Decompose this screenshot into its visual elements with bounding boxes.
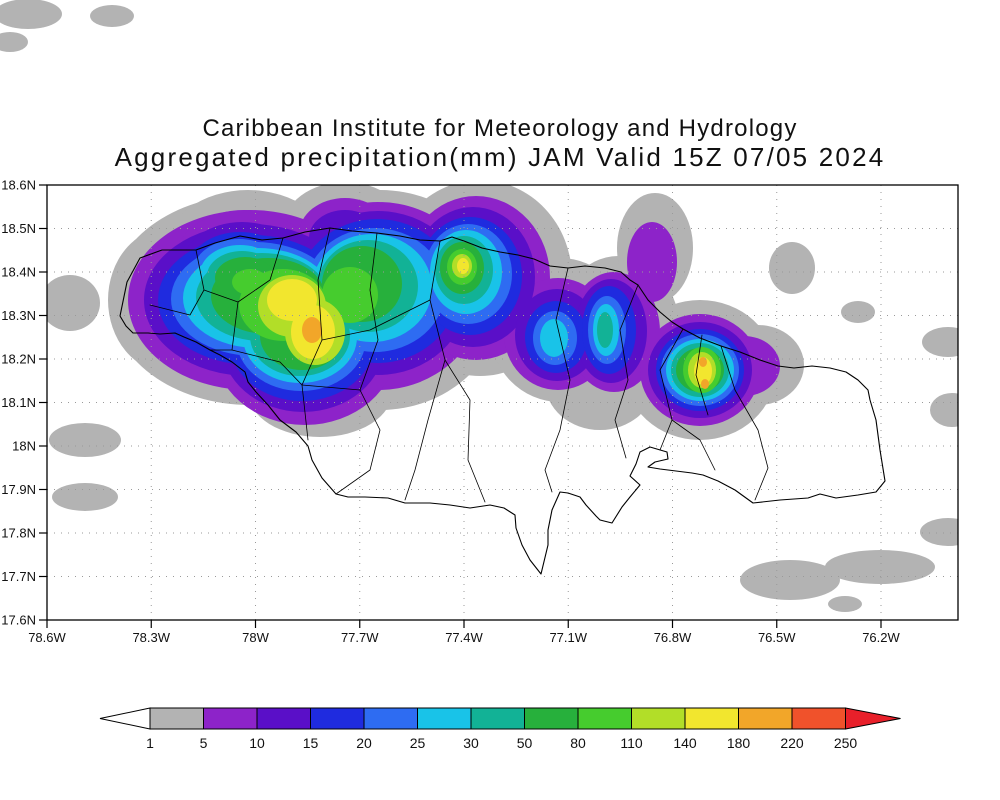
colorbar-tick-label: 20 xyxy=(356,735,372,751)
precip-level-140mm xyxy=(267,258,712,385)
lon-tick-label: 76.2W xyxy=(862,630,900,645)
precip-level-180mm xyxy=(302,317,709,389)
lon-tick-label: 78W xyxy=(242,630,269,645)
graticule-grid xyxy=(47,185,958,620)
lat-tick-label: 17.7N xyxy=(1,569,36,584)
colorbar-segment xyxy=(631,707,686,730)
colorbar-segment xyxy=(738,707,793,730)
precip-colorbar-legend: 1 5 10 15 20 25 30 50 80 110 140 180 220 250 xyxy=(99,707,901,751)
colorbar-segment xyxy=(363,707,418,730)
colorbar-tick-label: 50 xyxy=(517,735,533,751)
longitude-axis: 78.6W 78.3W 78W 77.7W 77.4W 77.1W 76.8W 76.5W 76… xyxy=(28,620,901,645)
lat-tick-label: 18.2N xyxy=(1,352,36,367)
figure-title-institution: Caribbean Institute for Meteorology and … xyxy=(202,115,797,142)
lon-tick-label: 78.6W xyxy=(28,630,66,645)
colorbar-tick-label: 80 xyxy=(570,735,586,751)
colorbar-tick-label: 15 xyxy=(303,735,319,751)
colorbar-tick-label: 180 xyxy=(727,735,751,751)
latitude-axis: 18.6N 18.5N 18.4N 18.3N 18.2N 18.1N 18N 17.9N 17… xyxy=(1,178,47,628)
lat-tick-label: 18.6N xyxy=(1,178,36,193)
colorbar-segment xyxy=(577,707,632,730)
colorbar-segment xyxy=(310,707,365,730)
colorbar-tick-label: 10 xyxy=(249,735,265,751)
lat-tick-label: 18N xyxy=(12,439,36,454)
lat-tick-label: 18.1N xyxy=(1,395,36,410)
colorbar-segment xyxy=(256,707,311,730)
lat-tick-label: 18.5N xyxy=(1,221,36,236)
lon-tick-label: 77.1W xyxy=(549,630,587,645)
colorbar-tick-label: 250 xyxy=(834,735,858,751)
lat-tick-label: 17.8N xyxy=(1,526,36,541)
colorbar-segment xyxy=(417,707,472,730)
colorbar-tick-label: 5 xyxy=(200,735,208,751)
lon-tick-label: 77.7W xyxy=(341,630,379,645)
colorbar-tick-label: 220 xyxy=(780,735,804,751)
colorbar-tick-label: 140 xyxy=(673,735,697,751)
colorbar-segment xyxy=(203,707,258,730)
figure-title-product: Aggregated precipitation(mm) JAM Valid 1… xyxy=(115,142,886,172)
colorbar-right-arrow xyxy=(845,707,901,730)
colorbar-tick-label: 30 xyxy=(463,735,479,751)
colorbar-segment xyxy=(684,707,739,730)
colorbar-tick-label: 110 xyxy=(620,735,643,751)
corner-gray-blobs xyxy=(0,0,134,52)
lon-tick-label: 76.8W xyxy=(654,630,692,645)
lat-tick-label: 17.6N xyxy=(1,613,36,628)
colorbar-segment xyxy=(524,707,579,730)
colorbar-segment xyxy=(791,707,846,730)
lon-tick-label: 77.4W xyxy=(445,630,483,645)
colorbar-segment xyxy=(149,707,204,730)
jamaica-coastline xyxy=(119,227,886,575)
colorbar-segment xyxy=(470,707,525,730)
colorbar-left-arrow xyxy=(99,707,151,730)
lon-tick-label: 76.5W xyxy=(758,630,796,645)
lon-tick-label: 78.3W xyxy=(132,630,170,645)
lat-tick-label: 18.4N xyxy=(1,265,36,280)
colorbar-tick-label: 1 xyxy=(146,735,154,751)
lat-tick-label: 18.3N xyxy=(1,308,36,323)
precip-contours xyxy=(47,185,958,612)
parish-boundaries xyxy=(149,227,769,503)
colorbar-tick-label: 25 xyxy=(410,735,426,751)
lat-tick-label: 17.9N xyxy=(1,482,36,497)
